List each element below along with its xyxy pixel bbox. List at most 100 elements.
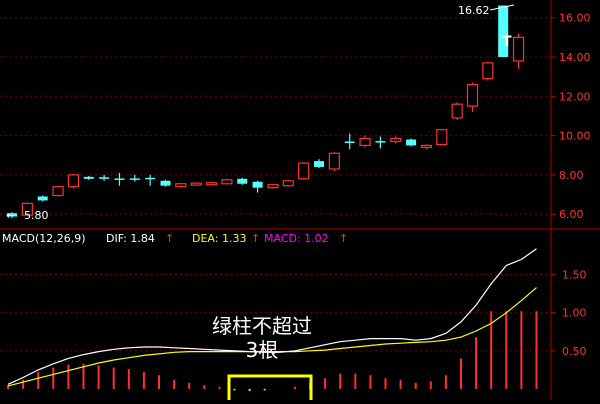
candle	[359, 135, 371, 148]
macd-tick-label: 1.50	[562, 269, 587, 282]
candle	[7, 212, 17, 219]
candle-body	[512, 36, 525, 62]
candle-body	[314, 161, 324, 168]
price-axis-ticks: 6.00 8.00 10.00 12.00 14.00 16.00	[551, 12, 591, 221]
candle	[344, 133, 355, 150]
candle	[375, 136, 386, 149]
dif-legend: DIF: 1.84	[106, 232, 155, 245]
candle-body	[390, 137, 402, 143]
candle	[221, 178, 233, 185]
candle-body	[298, 162, 310, 180]
price-tick-label: 14.00	[559, 51, 591, 64]
candle	[52, 185, 64, 197]
candle	[37, 195, 48, 202]
candle-body	[420, 144, 433, 148]
candle	[129, 174, 140, 182]
candle	[83, 175, 94, 180]
candle	[205, 181, 218, 186]
high-price-label: 16.62	[458, 4, 490, 17]
candle	[175, 182, 187, 188]
dea-line	[7, 287, 537, 387]
candle-body	[21, 202, 33, 216]
candle-body	[359, 137, 371, 147]
candle	[160, 179, 171, 187]
candle	[190, 182, 202, 186]
annotation-text-line2: 3根	[246, 338, 279, 362]
candle	[482, 61, 494, 81]
candle-body	[252, 181, 263, 188]
marker-t-label: T	[502, 34, 512, 50]
price-tick-label: 12.00	[559, 90, 591, 103]
candle	[512, 33, 525, 69]
dea-legend-arrow: ↑	[251, 232, 260, 245]
candle-body	[145, 177, 156, 180]
candle-body	[406, 139, 417, 146]
dif-legend-arrow: ↑	[165, 232, 174, 245]
annotation-text-line1: 绿柱不超过	[212, 314, 312, 338]
candle-body	[99, 177, 110, 179]
candle-body	[237, 178, 248, 184]
candle-body	[52, 186, 64, 197]
candle-body	[129, 178, 140, 180]
candle-body	[282, 180, 294, 187]
dif-line	[7, 248, 537, 385]
candle	[267, 183, 279, 189]
candle	[314, 159, 324, 169]
candle	[406, 138, 417, 147]
macd-tick-label: 0.50	[562, 345, 587, 358]
candle	[282, 179, 294, 187]
candle	[498, 5, 509, 58]
price-tick-label: 8.00	[559, 169, 584, 182]
candle-body	[190, 182, 202, 186]
price-grid	[0, 17, 551, 215]
candle-body	[221, 179, 233, 185]
macd-axis-ticks: 0.50 1.00 1.50	[551, 269, 587, 358]
candle	[436, 128, 448, 146]
candle	[451, 102, 463, 120]
candle-body	[498, 5, 509, 58]
low-price-label: 5.80	[24, 209, 49, 222]
low-price-arrow: ←	[6, 209, 15, 222]
candle-body	[344, 141, 355, 143]
candle-body	[205, 182, 218, 186]
candle	[99, 174, 110, 181]
macd-tick-label: 1.00	[562, 307, 587, 320]
candle	[145, 174, 156, 186]
dea-legend: DEA: 1.33	[192, 232, 246, 245]
candle-body	[114, 178, 125, 180]
price-tick-label: 16.00	[559, 12, 591, 25]
candle-body	[175, 183, 187, 188]
macd-grid	[0, 274, 551, 352]
candle	[21, 202, 33, 217]
candle-body	[67, 174, 80, 188]
candle	[237, 177, 248, 185]
candle	[114, 172, 125, 186]
candle	[390, 136, 402, 144]
candle	[298, 162, 310, 180]
candle-body	[83, 176, 94, 179]
candle-body	[466, 83, 479, 107]
candle-body	[451, 103, 463, 119]
price-tick-label: 10.00	[559, 130, 591, 143]
high-price-pointer	[489, 4, 515, 11]
candle-body	[375, 141, 386, 143]
price-tick-label: 6.00	[559, 208, 584, 221]
candle-body	[160, 180, 171, 186]
candle-body	[267, 184, 279, 189]
candle	[420, 144, 433, 150]
candle	[67, 173, 80, 189]
candle	[252, 180, 263, 193]
candlestick-series	[7, 5, 525, 219]
candle-body	[328, 152, 340, 170]
candle-body	[436, 129, 448, 146]
candle	[466, 82, 479, 113]
macd-legend-arrow: ↑	[339, 232, 348, 245]
candle	[328, 152, 340, 171]
candle-body	[37, 196, 48, 201]
macd-legend: MACD: 1.02	[264, 232, 329, 245]
candle-body	[7, 213, 17, 217]
macd-title: MACD(12,26,9)	[2, 232, 86, 245]
